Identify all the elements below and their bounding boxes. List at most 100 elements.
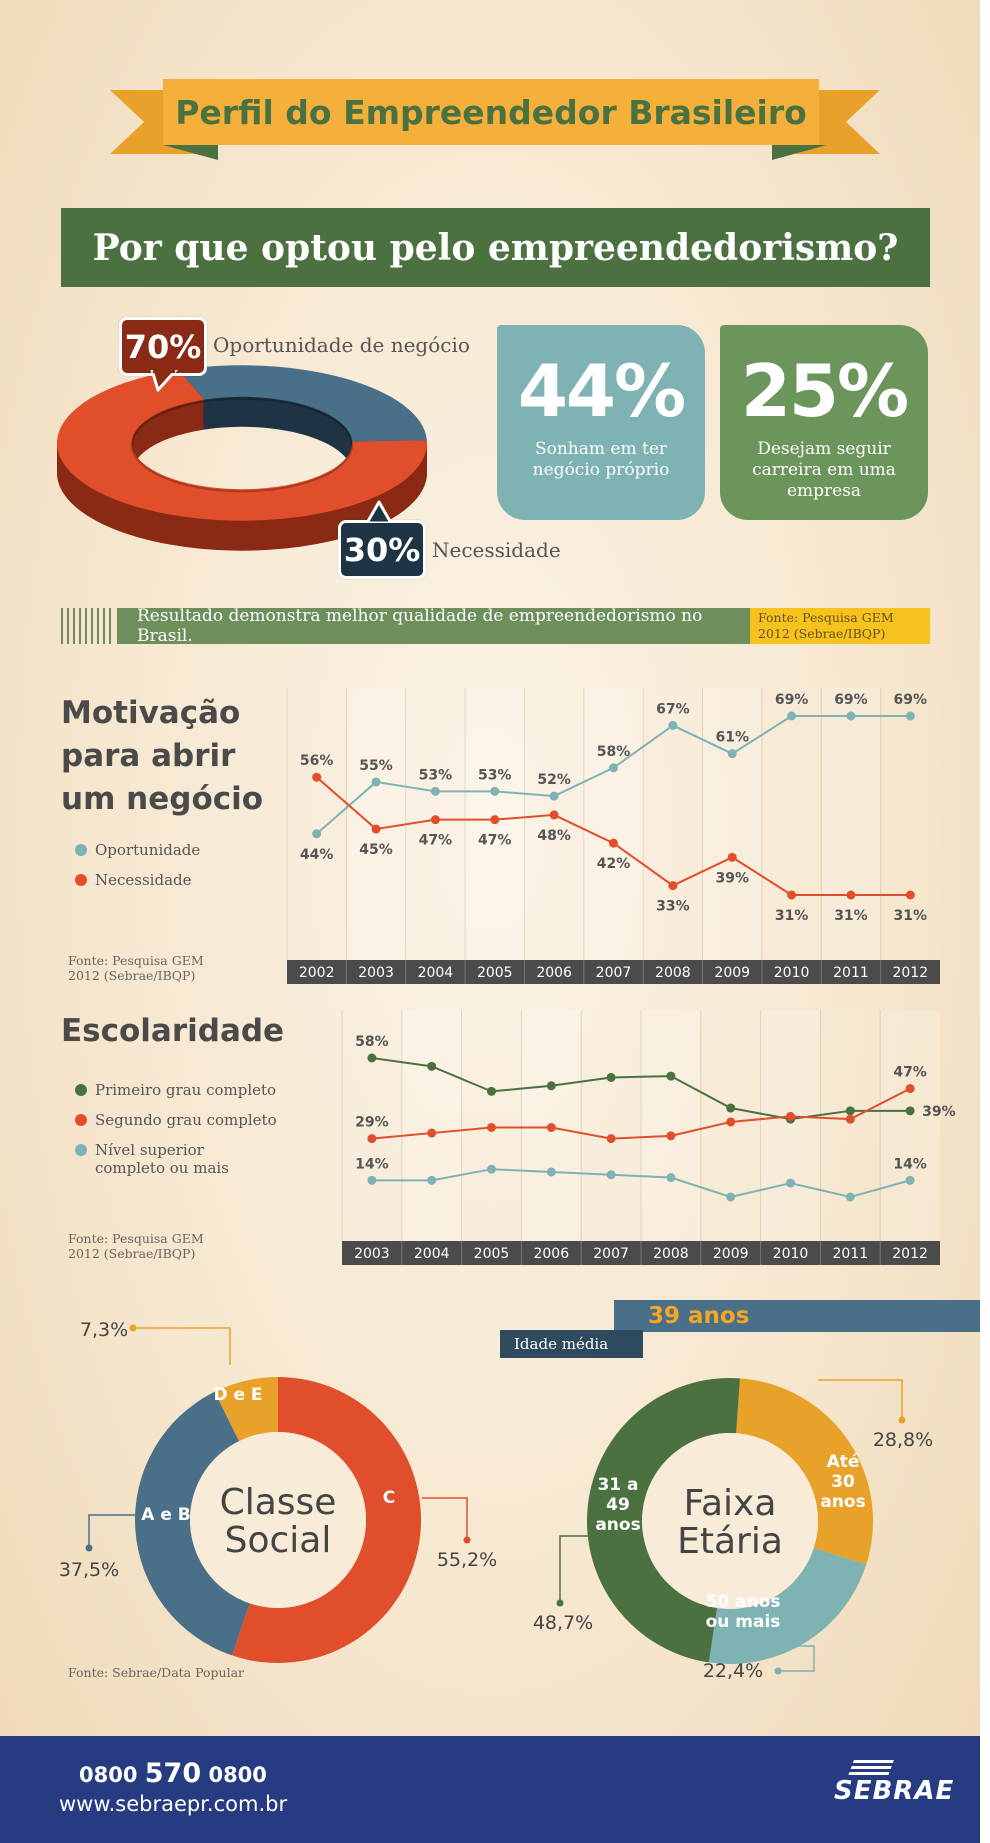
data-point (609, 763, 618, 773)
x-tick-label: 2005 (477, 965, 513, 981)
legend-item-necessity: Necessidade (75, 871, 200, 889)
result-banner: Resultado demonstra melhor qualidade de … (117, 606, 750, 646)
legend-dot-higher (75, 1144, 87, 1156)
callout-line (422, 1497, 468, 1540)
donut-center (642, 1433, 818, 1609)
data-point (846, 890, 856, 900)
data-point (905, 890, 915, 900)
data-point (427, 1175, 437, 1185)
data-point (726, 1192, 736, 1202)
footer: 0800 570 0800 www.sebraepr.com.br SEBRAE (0, 1736, 980, 1843)
chart-column (702, 688, 762, 960)
section-title: Por que optou pelo empreendedorismo? (61, 208, 930, 287)
page-title: Perfil do Empreendedor Brasileiro (163, 79, 819, 145)
data-point (487, 1123, 496, 1132)
x-tick-label: 2002 (299, 965, 335, 981)
callout-value: 7,3% (80, 1319, 128, 1341)
legend-dot-primary (75, 1084, 87, 1096)
data-label: 56% (300, 753, 334, 769)
segment-label-line: Até (827, 1452, 860, 1472)
data-label: 69% (834, 692, 868, 708)
dream-percent: 44% (517, 349, 686, 433)
donut-segment-label: C (383, 1488, 395, 1508)
data-label: 44% (300, 847, 334, 863)
data-point (666, 1131, 676, 1141)
callout-value: 22,4% (703, 1660, 763, 1682)
donut-center-title: Social (225, 1520, 332, 1561)
data-label: 67% (656, 701, 690, 717)
social-source: Fonte: Sebrae/Data Popular (68, 1665, 245, 1680)
donut-segment-label: 31 a 49 anos (595, 1475, 640, 1535)
donut-slice (232, 1376, 422, 1664)
data-label: 61% (715, 730, 749, 746)
data-label: 69% (894, 692, 928, 708)
data-label: 42% (597, 856, 631, 872)
necessity-percent-bubble: 30% (338, 520, 426, 579)
x-tick-label: 2006 (533, 1246, 569, 1262)
x-tick-label: 2009 (713, 1246, 749, 1262)
chart-column (820, 1010, 881, 1241)
data-point (367, 1175, 377, 1185)
data-point (905, 1175, 915, 1185)
x-tick-label: 2012 (892, 965, 928, 981)
legend-label-opportunity: Oportunidade (95, 841, 201, 859)
x-tick-label: 2003 (354, 1246, 390, 1262)
data-point (905, 1084, 915, 1094)
x-tick-label: 2010 (774, 965, 810, 981)
data-point (487, 1086, 496, 1096)
callout-dot (129, 1324, 137, 1332)
legend-label-necessity: Necessidade (95, 871, 192, 889)
necessity-label: Necessidade (432, 538, 561, 562)
donut-slice-necessity (178, 365, 427, 442)
data-point (427, 1128, 437, 1138)
data-point (546, 1081, 556, 1091)
donut-segment-label: A e B (141, 1505, 190, 1525)
data-point (727, 852, 737, 862)
phone-prefix: 0800 (79, 1763, 138, 1787)
chart-column (761, 688, 822, 960)
chart-column (880, 688, 940, 960)
legend-label-higher: Nível superior completo ou mais (95, 1141, 229, 1177)
data-point (786, 1111, 795, 1121)
donut-slice (214, 1377, 278, 1442)
average-age-banner (614, 1300, 980, 1332)
donut-hole-edge (131, 397, 353, 493)
data-label: 31% (894, 908, 928, 924)
legend-item-opportunity: Oportunidade (75, 841, 200, 859)
data-label: 33% (656, 899, 690, 915)
segment-label-line: A e B (141, 1505, 190, 1525)
donut-slice (586, 1378, 740, 1663)
career-caption: Desejam seguir carreira em uma empresa (752, 439, 896, 501)
data-point (490, 786, 500, 796)
callout-value: 37,5% (59, 1559, 119, 1581)
donut-segment-label: D e E (213, 1385, 262, 1405)
data-label: 47% (419, 833, 453, 849)
data-point (606, 1170, 616, 1180)
legend-label-primary: Primeiro grau completo (95, 1081, 277, 1099)
data-point (609, 838, 618, 848)
data-point (787, 890, 797, 900)
data-point (905, 1106, 915, 1116)
data-point (371, 777, 381, 787)
data-point (668, 720, 678, 730)
x-tick-label: 2012 (892, 1246, 928, 1262)
data-label: 52% (537, 772, 571, 788)
opportunity-donut-chart (56, 365, 428, 551)
data-label: 47% (478, 833, 512, 849)
x-tick-label: 2007 (596, 965, 632, 981)
x-tick-label: 2004 (414, 1246, 450, 1262)
data-point (367, 1134, 377, 1144)
legend-item-secondary: Segundo grau completo (75, 1111, 305, 1129)
data-label: 58% (597, 744, 631, 760)
series-line-1 (371, 1087, 911, 1140)
x-axis-bar (287, 960, 940, 984)
chart-column (641, 1010, 701, 1241)
data-point (726, 1117, 736, 1127)
callout-dot (85, 1544, 93, 1552)
opportunity-bubble-pointer (150, 370, 178, 392)
average-age-label: Idade média (500, 1330, 643, 1358)
chart-column (346, 688, 406, 960)
x-tick-label: 2008 (653, 1246, 689, 1262)
segment-label-line: D e E (213, 1385, 262, 1405)
segment-label-line: anos (820, 1492, 865, 1512)
